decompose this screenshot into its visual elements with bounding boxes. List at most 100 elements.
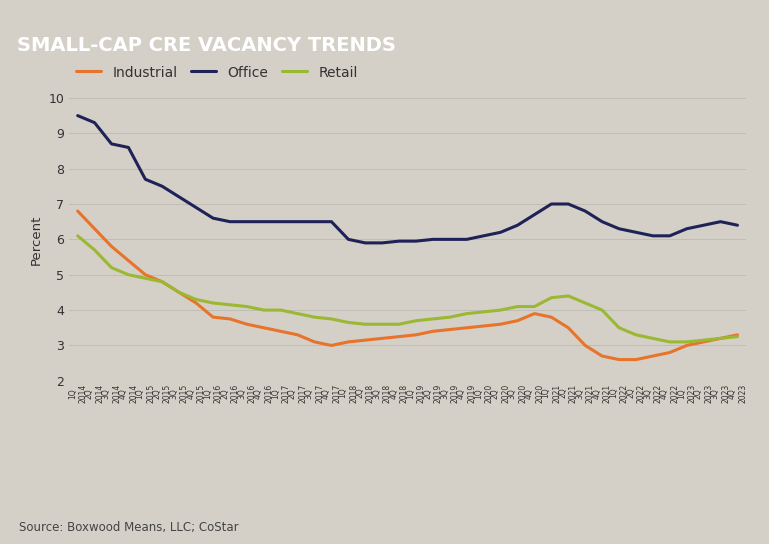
Industrial — [614, 356, 624, 363]
Industrial — [665, 349, 674, 356]
Retail — [614, 324, 624, 331]
Industrial — [564, 324, 573, 331]
Retail — [513, 304, 522, 310]
Industrial — [242, 321, 251, 327]
Office — [547, 201, 556, 207]
Industrial — [648, 353, 657, 360]
Industrial — [428, 328, 438, 335]
Office — [496, 229, 505, 236]
Text: Source: Boxwood Means, LLC; CoStar: Source: Boxwood Means, LLC; CoStar — [19, 521, 239, 534]
Office — [175, 194, 184, 200]
Retail — [733, 333, 742, 340]
Office — [73, 112, 82, 119]
Industrial — [107, 243, 116, 250]
Line: Office: Office — [78, 115, 737, 243]
Office — [344, 236, 353, 243]
Retail — [242, 304, 251, 310]
Industrial — [733, 331, 742, 338]
Retail — [327, 316, 336, 322]
Retail — [276, 307, 285, 313]
Industrial — [581, 342, 590, 349]
Industrial — [513, 317, 522, 324]
Retail — [530, 304, 539, 310]
Office — [648, 233, 657, 239]
Industrial — [716, 335, 725, 342]
Office — [378, 239, 387, 246]
Industrial — [158, 279, 167, 285]
Office — [191, 204, 201, 211]
Office — [90, 119, 99, 126]
Retail — [73, 233, 82, 239]
Industrial — [208, 314, 218, 320]
Office — [699, 222, 708, 228]
Retail — [378, 321, 387, 327]
Retail — [411, 317, 421, 324]
Industrial — [90, 225, 99, 232]
Retail — [90, 246, 99, 253]
Industrial — [344, 338, 353, 345]
Office — [716, 218, 725, 225]
Retail — [124, 271, 133, 278]
Industrial — [547, 314, 556, 320]
Industrial — [631, 356, 641, 363]
Retail — [682, 338, 691, 345]
Retail — [158, 279, 167, 285]
Retail — [564, 293, 573, 299]
Office — [259, 218, 268, 225]
Industrial — [175, 289, 184, 296]
Retail — [699, 337, 708, 343]
Office — [141, 176, 150, 183]
Retail — [293, 310, 302, 317]
Retail — [648, 335, 657, 342]
Retail — [344, 319, 353, 326]
Office — [581, 208, 590, 214]
Retail — [259, 307, 268, 313]
Retail — [479, 308, 488, 315]
Retail — [175, 289, 184, 296]
Office — [225, 218, 235, 225]
Office — [564, 201, 573, 207]
Office — [107, 141, 116, 147]
Retail — [496, 307, 505, 313]
Industrial — [124, 257, 133, 264]
Industrial — [682, 342, 691, 349]
Industrial — [293, 331, 302, 338]
Industrial — [479, 323, 488, 329]
Text: SMALL-CAP CRE VACANCY TRENDS: SMALL-CAP CRE VACANCY TRENDS — [17, 36, 396, 55]
Office — [361, 239, 370, 246]
Retail — [225, 301, 235, 308]
Industrial — [530, 310, 539, 317]
Office — [682, 225, 691, 232]
Office — [242, 218, 251, 225]
Industrial — [191, 300, 201, 306]
Retail — [631, 331, 641, 338]
Retail — [394, 321, 404, 327]
Office — [428, 236, 438, 243]
Office — [208, 215, 218, 221]
Industrial — [73, 208, 82, 214]
Office — [310, 218, 319, 225]
Office — [479, 233, 488, 239]
Industrial — [225, 316, 235, 322]
Retail — [445, 314, 454, 320]
Retail — [547, 294, 556, 301]
Office — [530, 211, 539, 218]
Retail — [141, 275, 150, 282]
Office — [665, 233, 674, 239]
Legend: Industrial, Office, Retail: Industrial, Office, Retail — [76, 66, 358, 79]
Industrial — [276, 328, 285, 335]
Office — [733, 222, 742, 228]
Industrial — [259, 324, 268, 331]
Office — [462, 236, 471, 243]
Retail — [665, 338, 674, 345]
Y-axis label: Percent: Percent — [30, 214, 43, 264]
Retail — [598, 307, 607, 313]
Industrial — [394, 333, 404, 340]
Retail — [361, 321, 370, 327]
Office — [276, 218, 285, 225]
Retail — [428, 316, 438, 322]
Retail — [716, 335, 725, 342]
Industrial — [310, 338, 319, 345]
Office — [598, 218, 607, 225]
Retail — [107, 264, 116, 271]
